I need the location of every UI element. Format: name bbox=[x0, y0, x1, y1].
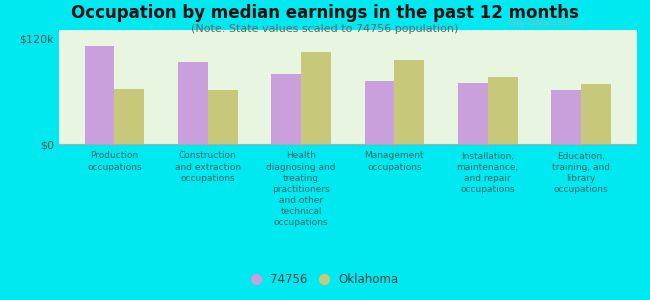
Bar bbox=[84, 46, 114, 144]
Bar bbox=[551, 90, 581, 144]
Bar bbox=[581, 84, 611, 144]
Bar bbox=[488, 77, 517, 144]
Text: Installation,
maintenance,
and repair
occupations: Installation, maintenance, and repair oc… bbox=[456, 152, 519, 194]
Bar bbox=[271, 74, 301, 144]
Text: Occupation by median earnings in the past 12 months: Occupation by median earnings in the pas… bbox=[71, 4, 579, 22]
Bar bbox=[178, 62, 208, 144]
Bar bbox=[114, 89, 144, 144]
Text: Production
occupations: Production occupations bbox=[87, 152, 142, 172]
Text: Construction
and extraction
occupations: Construction and extraction occupations bbox=[175, 152, 241, 183]
Legend: 74756, Oklahoma: 74756, Oklahoma bbox=[247, 269, 403, 291]
Text: Health
diagnosing and
treating
practitioners
and other
technical
occupations: Health diagnosing and treating practitio… bbox=[266, 152, 336, 227]
Bar bbox=[301, 52, 331, 144]
Text: Management
occupations: Management occupations bbox=[365, 152, 424, 172]
Text: (Note: State values scaled to 74756 population): (Note: State values scaled to 74756 popu… bbox=[191, 24, 459, 34]
Bar bbox=[458, 82, 488, 144]
Bar bbox=[395, 60, 424, 144]
Text: Education,
training, and
library
occupations: Education, training, and library occupat… bbox=[552, 152, 610, 194]
Bar bbox=[208, 90, 238, 144]
Bar bbox=[365, 81, 395, 144]
Text: City-Data.com: City-Data.com bbox=[508, 20, 572, 28]
